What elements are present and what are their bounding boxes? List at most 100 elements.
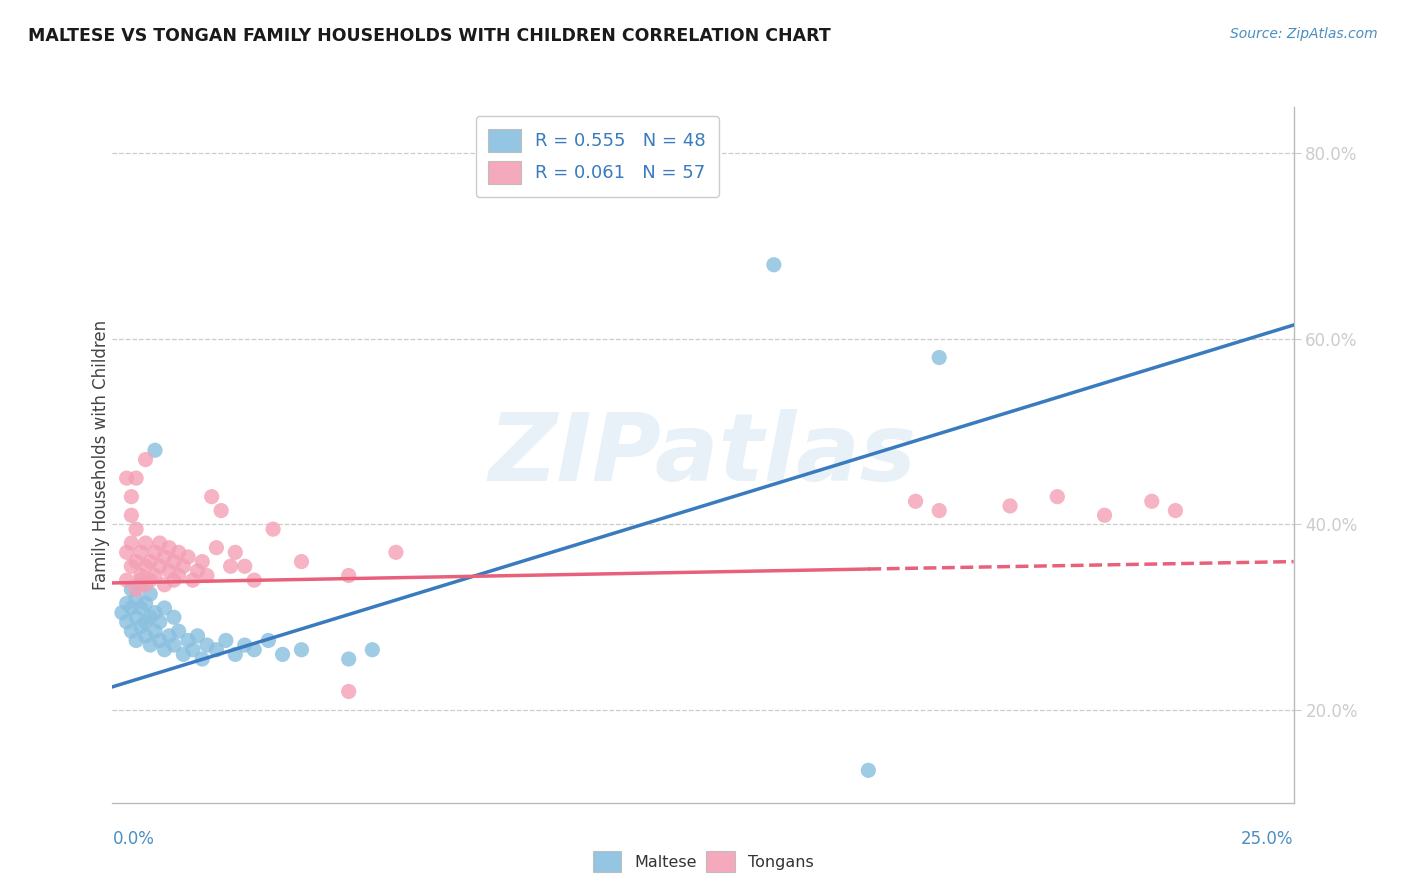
Point xyxy=(167,624,190,639)
Point xyxy=(233,559,256,574)
Point xyxy=(177,633,200,648)
Point xyxy=(135,629,157,643)
Point xyxy=(129,545,152,559)
Point xyxy=(290,642,312,657)
Point xyxy=(762,258,785,272)
Text: 25.0%: 25.0% xyxy=(1241,830,1294,847)
Point xyxy=(163,555,186,569)
Point xyxy=(143,545,166,559)
Point xyxy=(143,606,166,620)
Point xyxy=(120,582,142,597)
Point xyxy=(361,642,384,657)
Text: 0.0%: 0.0% xyxy=(112,830,155,847)
Point xyxy=(181,642,204,657)
Point xyxy=(167,568,190,582)
Point xyxy=(385,545,408,559)
Point xyxy=(1140,494,1163,508)
Point xyxy=(290,555,312,569)
Point xyxy=(129,619,152,633)
Point xyxy=(201,490,224,504)
Point xyxy=(139,610,162,624)
Point xyxy=(224,648,246,662)
Point xyxy=(243,642,266,657)
Point xyxy=(120,508,142,523)
Y-axis label: Family Households with Children: Family Households with Children xyxy=(93,320,110,590)
Point xyxy=(129,601,152,615)
Point xyxy=(135,559,157,574)
Point xyxy=(135,596,157,610)
Text: MALTESE VS TONGAN FAMILY HOUSEHOLDS WITH CHILDREN CORRELATION CHART: MALTESE VS TONGAN FAMILY HOUSEHOLDS WITH… xyxy=(28,27,831,45)
Point xyxy=(111,606,134,620)
Point xyxy=(928,503,950,517)
Point xyxy=(115,545,138,559)
Point xyxy=(215,633,238,648)
Point xyxy=(157,564,180,578)
Point xyxy=(115,596,138,610)
Point xyxy=(139,555,162,569)
Point xyxy=(205,642,228,657)
Point xyxy=(157,541,180,555)
Point xyxy=(120,536,142,550)
Point xyxy=(167,545,190,559)
Point xyxy=(157,629,180,643)
Point xyxy=(205,541,228,555)
Point xyxy=(125,555,148,569)
Point xyxy=(149,559,172,574)
Point xyxy=(1094,508,1116,523)
Point xyxy=(858,764,880,778)
Point xyxy=(120,601,142,615)
Point xyxy=(243,573,266,587)
Point xyxy=(153,578,176,592)
Point xyxy=(233,638,256,652)
Point xyxy=(186,629,208,643)
Point xyxy=(904,494,927,508)
Point xyxy=(1046,490,1069,504)
Point xyxy=(186,564,208,578)
Point xyxy=(195,638,218,652)
Point xyxy=(129,568,152,582)
Legend: Maltese, Tongans: Maltese, Tongans xyxy=(586,845,820,879)
Point xyxy=(163,638,186,652)
Point xyxy=(224,545,246,559)
Point xyxy=(135,536,157,550)
Point xyxy=(337,684,360,698)
Text: ZIPatlas: ZIPatlas xyxy=(489,409,917,501)
Point xyxy=(153,642,176,657)
Point xyxy=(191,652,214,666)
Point xyxy=(125,591,148,606)
Point xyxy=(153,549,176,564)
Point xyxy=(271,648,294,662)
Point xyxy=(129,578,152,592)
Point xyxy=(120,490,142,504)
Point xyxy=(139,587,162,601)
Point xyxy=(1164,503,1187,517)
Point xyxy=(125,522,148,536)
Point xyxy=(125,610,148,624)
Point xyxy=(143,624,166,639)
Point xyxy=(177,549,200,564)
Point xyxy=(172,648,194,662)
Point xyxy=(219,559,242,574)
Point xyxy=(149,615,172,629)
Point xyxy=(135,578,157,592)
Point xyxy=(135,452,157,467)
Point xyxy=(143,443,166,458)
Point xyxy=(163,610,186,624)
Point xyxy=(998,499,1021,513)
Point xyxy=(262,522,284,536)
Point xyxy=(129,573,152,587)
Point xyxy=(195,568,218,582)
Point xyxy=(139,638,162,652)
Point xyxy=(125,582,148,597)
Point xyxy=(149,633,172,648)
Point xyxy=(120,624,142,639)
Point xyxy=(337,652,360,666)
Point xyxy=(149,536,172,550)
Point xyxy=(163,573,186,587)
Point xyxy=(135,615,157,629)
Point xyxy=(928,351,950,365)
Point xyxy=(125,471,148,485)
Point xyxy=(191,555,214,569)
Point xyxy=(115,615,138,629)
Point xyxy=(181,573,204,587)
